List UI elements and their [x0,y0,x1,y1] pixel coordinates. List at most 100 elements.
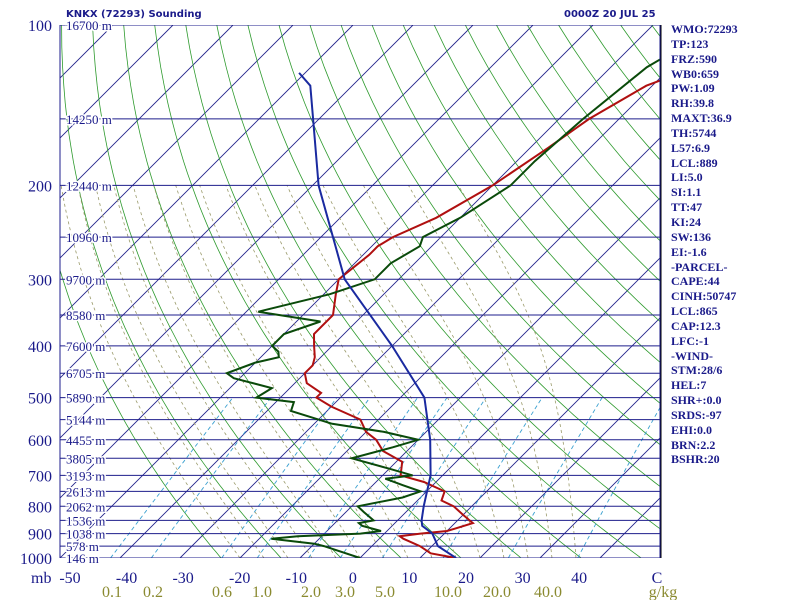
mixing-ratio-tick-label: 1.0 [252,584,272,600]
index-item: -WIND- [671,348,713,363]
isobar-lines [60,25,660,558]
height-label: 7600 m [66,339,105,354]
mixing-ratio-tick-label: 0.2 [143,584,163,600]
index-item: KI:24 [671,214,701,229]
moist-adiabat-line [132,185,337,558]
height-label: 146 m [66,551,99,566]
index-item: SHR+:0.0 [671,393,722,408]
pressure-tick-label: 300 [28,272,52,289]
temperature-tick-label: 10 [401,570,417,587]
index-item: LCL:865 [671,304,718,319]
temperature-tick-label: -40 [116,570,137,587]
height-label: 2062 m [66,499,105,514]
height-label: 1536 m [66,513,105,528]
isotherm-line [60,25,474,439]
index-item: TH:5744 [671,125,717,140]
index-item: PW:1.09 [671,81,715,96]
isotherm-line [60,25,414,379]
isotherm-line [179,77,660,558]
pressure-unit-label: mb [31,570,51,587]
height-label: 2613 m [66,484,105,499]
pressure-tick-label: 800 [28,499,52,516]
isotherm-line [239,137,660,558]
index-item: LCL:889 [671,155,718,170]
mixing-ratio-line [110,397,234,558]
isotherm-line [60,25,354,319]
pressure-tick-label: 1000 [20,551,52,568]
index-panel: WMO:72293 TP:123 FRZ:590 WB0:659 PW:1.09 RH:3… [671,22,799,467]
mixing-ratio-tick-label: 2.0 [301,584,321,600]
height-label: 1038 m [66,527,105,542]
mixing-ratio-unit-label: g/kg [649,584,677,600]
temperature-tick-label: -10 [286,570,307,587]
index-item: HEL:7 [671,378,707,393]
pressure-tick-label: 100 [28,18,52,35]
index-item: LI:5.0 [671,170,703,185]
mixing-ratio-tick-label: 10.0 [434,584,462,600]
mixing-ratio-tick-label: 20.0 [483,584,511,600]
index-item: L57:6.9 [671,140,710,155]
height-label: 6705 m [66,366,105,381]
mixing-ratio-tick-label: 0.1 [102,584,122,600]
index-item: MAXT:36.9 [671,111,732,126]
temperature-tick-label: 40 [571,570,587,587]
temperature-tick-label: -30 [172,570,193,587]
pressure-tick-label: 600 [28,433,52,450]
station-title: KNKX (72293) Sounding [66,9,202,20]
pressure-tick-label: 900 [28,527,52,544]
height-label: 4455 m [66,433,105,448]
temperature-unit-label: C [652,570,663,587]
height-label: 5144 m [66,413,105,428]
height-label: 578 m [66,539,99,554]
moist-adiabat-line [199,185,409,558]
moist-adiabat-line [408,185,553,558]
height-label: 3193 m [66,468,105,483]
isotherm-line [539,437,660,558]
mixing-ratio-line [221,397,338,558]
index-item: TT:47 [671,200,703,215]
valid-time: 0000Z 20 JUL 25 [564,9,656,20]
pressure-tick-label: 400 [28,339,52,356]
index-item: BRN:2.2 [671,437,716,452]
isotherm-line [359,257,660,558]
height-label: 8580 m [66,308,105,323]
index-item: FRZ:590 [671,51,717,66]
index-item: -PARCEL- [671,259,728,274]
plot-area [60,25,660,558]
isotherm-line [479,377,660,558]
isotherm-line [60,25,234,199]
height-label: 3805 m [66,451,105,466]
index-item: EHI:0.0 [671,422,713,437]
moist-adiabat-line [153,185,361,558]
mixing-ratio-line [507,397,603,558]
dewpoint-trace [224,58,660,558]
index-item: CAP:12.3 [671,318,721,333]
mixing-ratio-tick-label: 0.6 [212,584,232,600]
mixing-ratio-tick-label: 40.0 [534,584,562,600]
index-item: BSHR:20 [671,452,720,467]
height-label: 9700 m [66,272,105,287]
isotherm-line [119,25,654,558]
temperature-tick-label: 30 [515,570,531,587]
height-label: 14250 m [66,112,112,127]
moist-adiabat-line [60,185,241,558]
temperature-tick-label: 20 [458,570,474,587]
sounding-series [224,58,660,558]
isotherm-line [419,317,660,558]
temperature-tick-label: 0 [349,570,357,587]
index-item: WMO:72293 [671,22,738,36]
index-item: EI:-1.6 [671,244,707,259]
index-item: RH:39.8 [671,96,714,111]
temperature-tick-label: -20 [229,570,250,587]
pressure-tick-label: 700 [28,468,52,485]
mixing-ratio-line [256,397,371,558]
index-item: STM:28/6 [671,363,723,378]
index-item: SW:136 [671,229,712,244]
mixing-ratio-line [150,397,272,558]
index-item: CINH:50747 [671,289,737,304]
pressure-tick-label: 500 [28,391,52,408]
isotherm-line [60,25,294,259]
index-item: CAPE:44 [671,274,720,289]
